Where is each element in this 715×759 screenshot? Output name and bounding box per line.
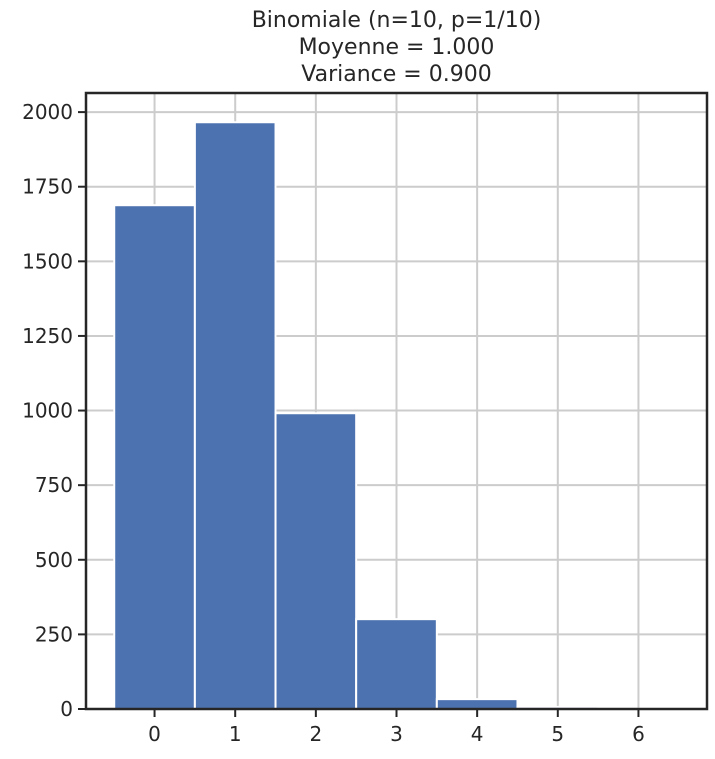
x-tick-label: 0	[148, 722, 161, 746]
x-tick-label: 4	[471, 722, 484, 746]
histogram-bar	[193, 121, 277, 711]
y-tick-label: 1500	[22, 249, 73, 273]
histogram-bar	[274, 412, 358, 710]
x-tick-label: 2	[309, 722, 322, 746]
y-tick-label: 750	[35, 473, 73, 497]
y-tick-label: 500	[35, 548, 73, 572]
axes: 0 250 500 750 1000 1250 1500 1750 2000 0 1 2 3 4 5 6	[22, 91, 709, 746]
chart-title-line-2: Moyenne = 1.000	[298, 35, 495, 60]
x-tick-label: 6	[632, 722, 645, 746]
chart-title-line-1: Binomiale (n=10, p=1/10)	[251, 8, 542, 33]
histogram-bar	[113, 204, 196, 711]
y-tick-label: 1250	[22, 324, 73, 348]
y-tick-label: 1750	[22, 175, 73, 199]
y-tick-label: 1000	[22, 399, 73, 423]
x-tick-label: 5	[551, 722, 564, 746]
histogram-bar	[355, 618, 438, 711]
y-tick-label: 0	[60, 697, 73, 721]
chart-title-line-3: Variance = 0.900	[301, 62, 492, 87]
y-tick-label: 250	[35, 622, 73, 646]
x-tick-label: 3	[390, 722, 403, 746]
y-tick-label: 2000	[22, 100, 73, 124]
histogram-bar	[435, 698, 519, 711]
x-tick-label: 1	[229, 722, 242, 746]
